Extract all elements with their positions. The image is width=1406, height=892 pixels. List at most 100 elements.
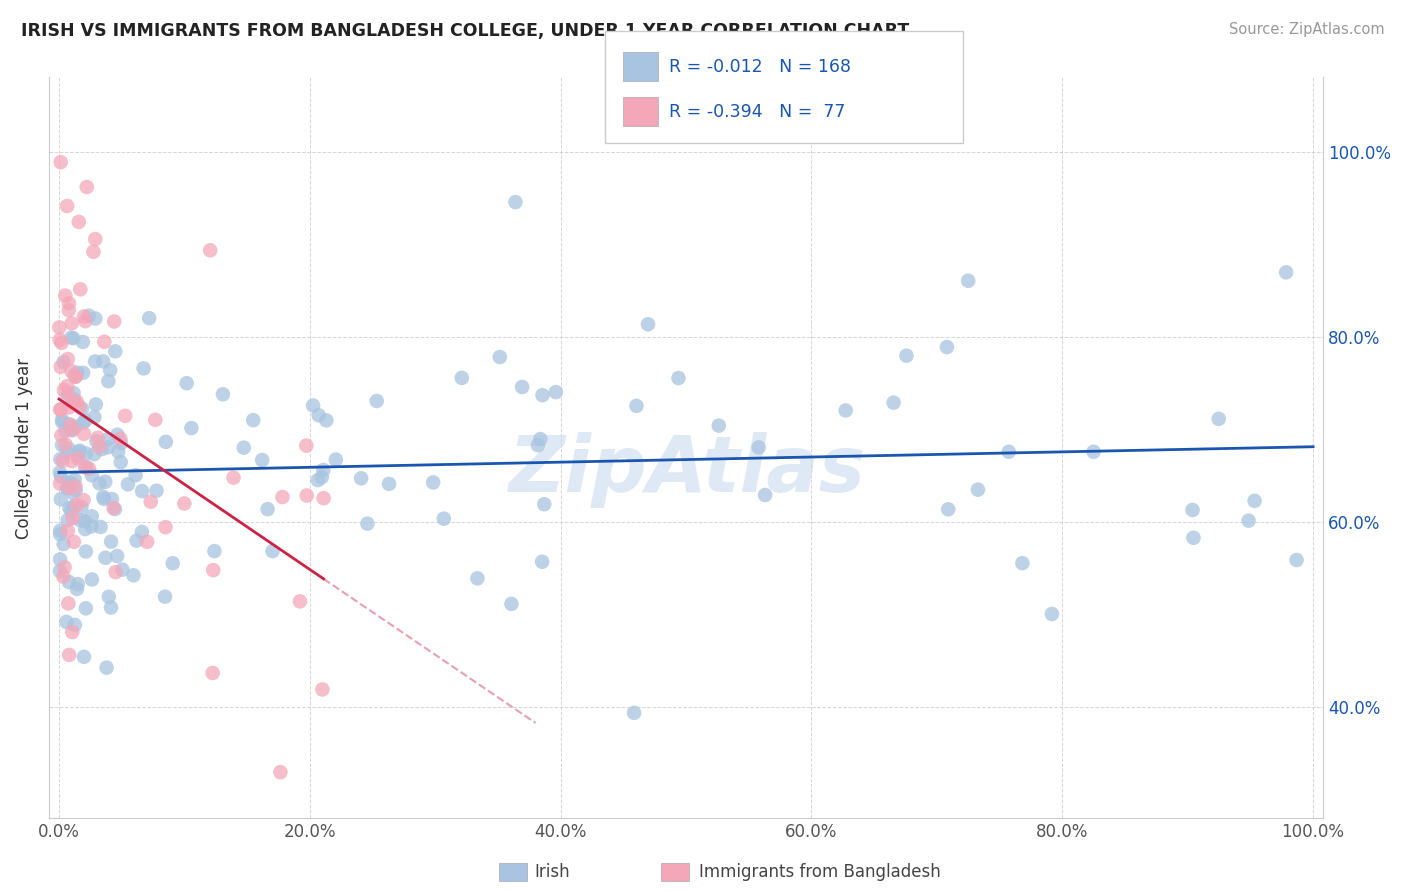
Point: [49, 466, 72, 480]
Point: [311, 470, 333, 484]
Point: [60, 476, 83, 491]
Point: [51, 438, 73, 452]
Point: [98, 363, 121, 377]
Point: [56, 481, 79, 495]
Point: [97, 374, 120, 388]
Point: [63, 394, 86, 409]
Point: [176, 376, 198, 391]
Point: [58, 574, 80, 589]
Text: ZipAtlas: ZipAtlas: [508, 433, 865, 508]
Point: [997, 444, 1019, 458]
Point: [49, 155, 72, 169]
Point: [1083, 444, 1105, 458]
Point: [49, 452, 72, 467]
Point: [75, 522, 97, 536]
Y-axis label: College, Under 1 year: College, Under 1 year: [15, 358, 32, 539]
Text: Immigrants from Bangladesh: Immigrants from Bangladesh: [699, 863, 941, 881]
Point: [60, 423, 83, 437]
Point: [110, 436, 132, 450]
Point: [86, 434, 108, 449]
Point: [55, 615, 77, 629]
Point: [58, 501, 80, 516]
Point: [60, 364, 83, 378]
Point: [58, 596, 80, 610]
Point: [72, 366, 94, 380]
Point: [66, 577, 89, 591]
Point: [242, 413, 264, 427]
Point: [80, 468, 103, 483]
Point: [422, 475, 444, 490]
Point: [325, 452, 347, 467]
Point: [96, 433, 118, 447]
Point: [75, 413, 97, 427]
Point: [65, 369, 87, 384]
Point: [132, 361, 155, 376]
Point: [138, 311, 160, 326]
Point: [162, 556, 184, 570]
Point: [467, 571, 489, 585]
Point: [69, 443, 91, 458]
Point: [1208, 412, 1230, 426]
Point: [77, 309, 100, 323]
Point: [56, 390, 79, 404]
Point: [80, 573, 103, 587]
Point: [623, 706, 645, 720]
Point: [60, 504, 83, 518]
Point: [58, 648, 80, 662]
Point: [73, 649, 96, 664]
Point: [58, 303, 80, 318]
Point: [450, 371, 472, 385]
Point: [73, 310, 96, 324]
Point: [1243, 493, 1265, 508]
Point: [72, 334, 94, 349]
Point: [295, 439, 318, 453]
Point: [101, 492, 124, 507]
Point: [56, 351, 79, 366]
Point: [55, 424, 77, 438]
Point: [75, 459, 97, 474]
Point: [883, 395, 905, 409]
Point: [75, 446, 97, 460]
Point: [62, 331, 84, 345]
Point: [52, 454, 75, 468]
Point: [62, 500, 84, 514]
Point: [200, 244, 222, 258]
Point: [63, 618, 86, 632]
Point: [58, 296, 80, 310]
Point: [67, 444, 90, 458]
Point: [288, 594, 311, 608]
Point: [100, 600, 122, 615]
Point: [90, 520, 112, 534]
Point: [529, 432, 551, 446]
Text: Source: ZipAtlas.com: Source: ZipAtlas.com: [1229, 22, 1385, 37]
Point: [131, 524, 153, 539]
Point: [124, 468, 146, 483]
Point: [51, 428, 73, 442]
Point: [350, 471, 373, 485]
Point: [62, 396, 84, 410]
Point: [70, 401, 93, 416]
Point: [91, 354, 114, 368]
Point: [104, 565, 127, 579]
Point: [52, 355, 75, 369]
Point: [59, 417, 82, 432]
Point: [59, 421, 82, 435]
Point: [70, 500, 93, 514]
Point: [527, 438, 550, 452]
Point: [75, 601, 97, 615]
Point: [935, 340, 957, 354]
Point: [668, 371, 690, 385]
Point: [73, 514, 96, 528]
Point: [49, 527, 72, 541]
Point: [52, 537, 75, 551]
Point: [748, 441, 770, 455]
Point: [155, 434, 177, 449]
Point: [307, 473, 329, 487]
Point: [84, 397, 107, 411]
Point: [60, 625, 83, 640]
Point: [315, 413, 337, 427]
Point: [533, 497, 555, 511]
Point: [96, 660, 118, 674]
Point: [86, 431, 108, 445]
Point: [84, 232, 107, 246]
